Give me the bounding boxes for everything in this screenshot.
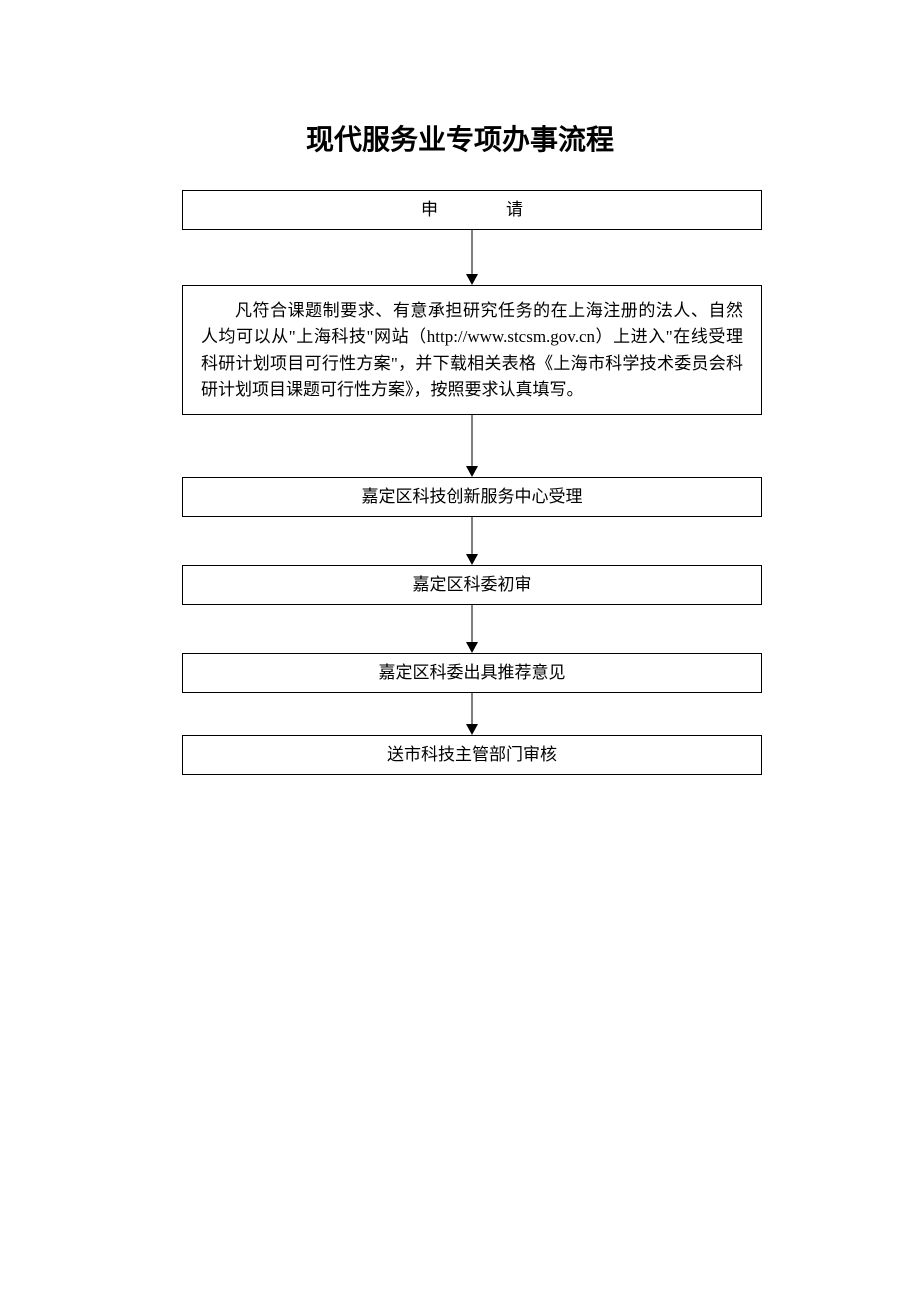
node-label: 申 请 [396,197,549,223]
arrow-down-icon [462,230,482,285]
arrow-down-icon [462,605,482,653]
flowchart-arrow [182,230,762,285]
node-label: 送市科技主管部门审核 [387,742,557,768]
flowchart-arrow [182,517,762,565]
flowchart-node-recommendation: 嘉定区科委出具推荐意见 [182,653,762,693]
flowchart-arrow [182,693,762,735]
arrow-down-icon [462,517,482,565]
node-label: 凡符合课题制要求、有意承担研究任务的在上海注册的法人、自然人均可以从"上海科技"… [201,298,743,403]
arrow-down-icon [462,693,482,735]
page-title: 现代服务业专项办事流程 [0,118,920,158]
flowchart-node-description: 凡符合课题制要求、有意承担研究任务的在上海注册的法人、自然人均可以从"上海科技"… [182,285,762,415]
flowchart-arrow [182,415,762,477]
flowchart-node-apply: 申 请 [182,190,762,230]
arrow-down-icon [462,415,482,477]
flowchart-arrow [182,605,762,653]
node-label: 嘉定区科委初审 [413,572,532,598]
node-label: 嘉定区科委出具推荐意见 [379,660,566,686]
node-label: 嘉定区科技创新服务中心受理 [362,484,583,510]
flowchart-node-accept: 嘉定区科技创新服务中心受理 [182,477,762,517]
flowchart-node-city-review: 送市科技主管部门审核 [182,735,762,775]
flowchart-node-preliminary-review: 嘉定区科委初审 [182,565,762,605]
flowchart-container: 申 请 凡符合课题制要求、有意承担研究任务的在上海注册的法人、自然人均可以从"上… [182,190,762,775]
